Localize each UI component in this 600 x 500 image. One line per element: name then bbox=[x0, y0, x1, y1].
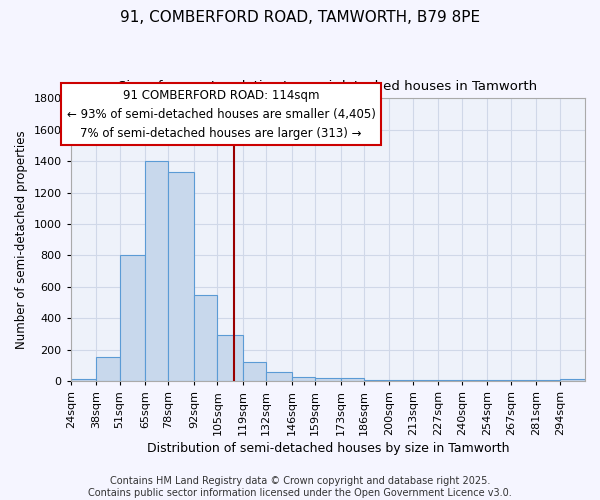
Bar bbox=[119, 256, 145, 381]
Text: 91 COMBERFORD ROAD: 114sqm
← 93% of semi-detached houses are smaller (4,405)
7% : 91 COMBERFORD ROAD: 114sqm ← 93% of semi… bbox=[67, 88, 376, 140]
Bar bbox=[487, 380, 511, 381]
Text: 91, COMBERFORD ROAD, TAMWORTH, B79 8PE: 91, COMBERFORD ROAD, TAMWORTH, B79 8PE bbox=[120, 10, 480, 25]
Bar bbox=[536, 380, 560, 381]
Bar bbox=[462, 380, 487, 381]
Bar bbox=[560, 378, 585, 381]
Bar bbox=[96, 358, 119, 381]
Y-axis label: Number of semi-detached properties: Number of semi-detached properties bbox=[15, 130, 28, 349]
Bar bbox=[243, 362, 266, 381]
Bar bbox=[217, 336, 243, 381]
Bar bbox=[292, 377, 315, 381]
X-axis label: Distribution of semi-detached houses by size in Tamworth: Distribution of semi-detached houses by … bbox=[146, 442, 509, 455]
Bar bbox=[145, 161, 169, 381]
Bar bbox=[341, 378, 364, 381]
Bar bbox=[194, 294, 217, 381]
Text: Contains HM Land Registry data © Crown copyright and database right 2025.
Contai: Contains HM Land Registry data © Crown c… bbox=[88, 476, 512, 498]
Bar bbox=[439, 380, 462, 381]
Bar bbox=[413, 380, 439, 381]
Bar bbox=[364, 380, 389, 381]
Bar bbox=[266, 372, 292, 381]
Bar bbox=[511, 380, 536, 381]
Bar bbox=[169, 172, 194, 381]
Bar bbox=[389, 380, 413, 381]
Bar bbox=[71, 378, 96, 381]
Title: Size of property relative to semi-detached houses in Tamworth: Size of property relative to semi-detach… bbox=[118, 80, 538, 93]
Bar bbox=[315, 378, 341, 381]
